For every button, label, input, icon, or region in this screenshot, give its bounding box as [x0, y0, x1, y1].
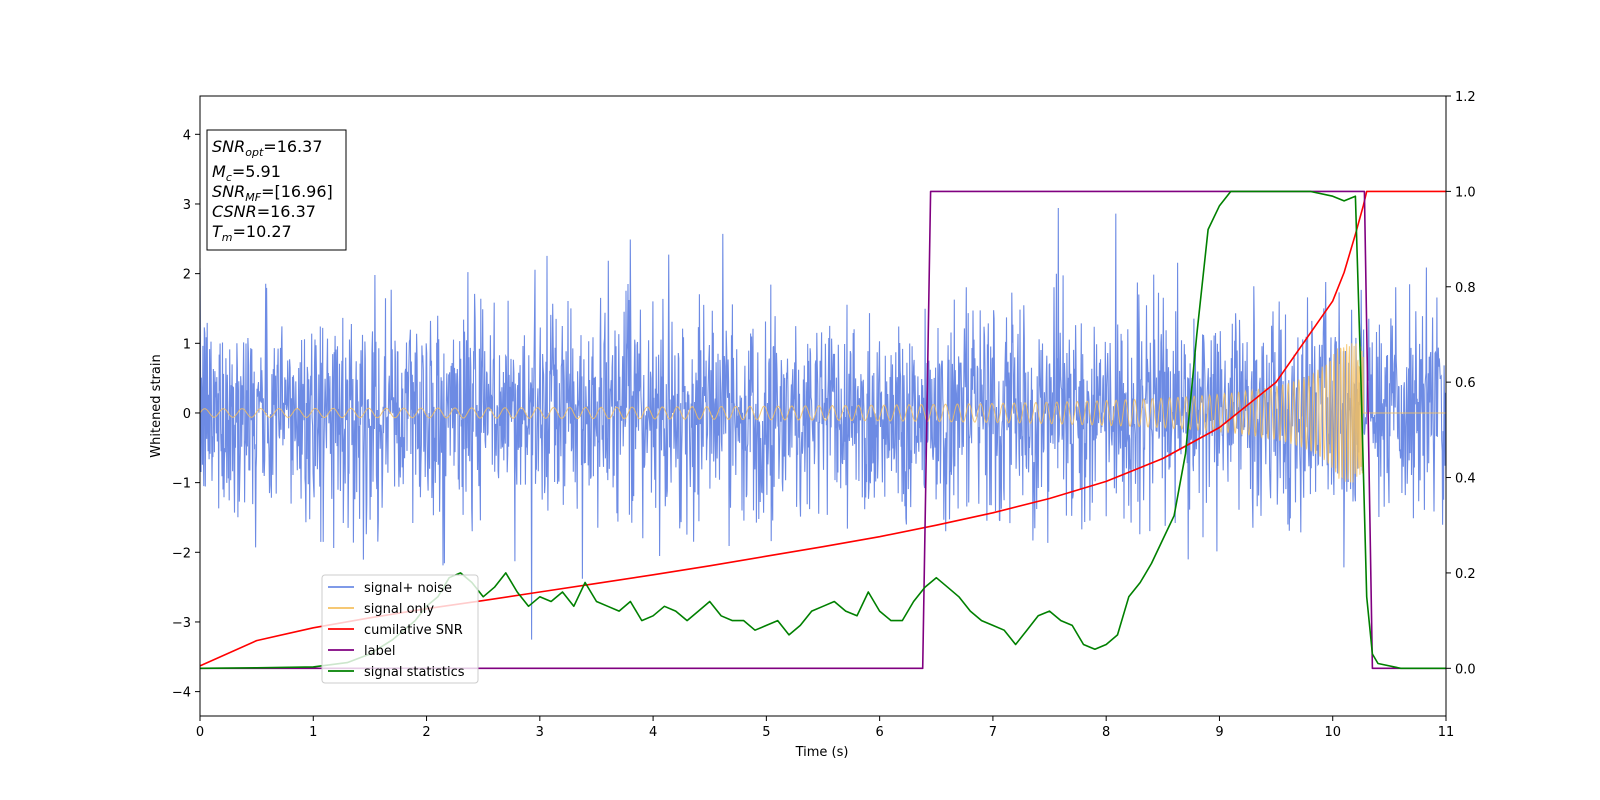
x-tick-label: 1 — [309, 725, 317, 740]
y-left-tick-label: −1 — [172, 477, 191, 492]
annotation-line: SNRopt=16.37 — [212, 137, 323, 159]
x-tick-label: 11 — [1438, 725, 1455, 740]
y-right-tick-label: 0.6 — [1455, 376, 1476, 391]
signal-noise-series — [200, 207, 1446, 640]
x-tick-label: 7 — [989, 725, 997, 740]
signal-only-line — [200, 343, 1446, 483]
legend-entry: signal only — [364, 602, 434, 617]
y-axis-title: Whitened strain — [149, 354, 164, 457]
y-left-tick-label: 0 — [183, 407, 191, 422]
annotation-line: CSNR=16.37 — [212, 202, 316, 221]
x-tick-label: 3 — [536, 725, 544, 740]
y-right-tick-label: 0.8 — [1455, 281, 1476, 296]
legend-entry: signal statistics — [364, 665, 465, 680]
y-left-tick-label: −3 — [172, 616, 191, 631]
y-right-tick-label: 1.0 — [1455, 185, 1476, 200]
x-tick-label: 9 — [1215, 725, 1223, 740]
legend-entry: signal+ noise — [364, 581, 452, 596]
y-left-axis: −4 −3 −2 −1 0 1 2 3 4 — [172, 128, 200, 701]
x-tick-label: 4 — [649, 725, 657, 740]
legend: signal+ noise signal only cumilative SNR la… — [321, 574, 479, 684]
annotation-box: SNRopt=16.37 Mc=5.91SNRMF=[16.96]CSNR=16.… — [206, 129, 347, 251]
legend-entry: cumilative SNR — [364, 623, 463, 638]
y-left-tick-label: 1 — [183, 337, 191, 352]
y-right-tick-label: 1.2 — [1455, 90, 1476, 105]
y-right-axis: 0.0 0.2 0.4 0.6 0.8 1.0 1.2 — [1446, 90, 1476, 677]
y-left-tick-label: 2 — [183, 268, 191, 283]
y-left-tick-label: 3 — [183, 198, 191, 213]
x-tick-label: 5 — [762, 725, 770, 740]
x-tick-label: 10 — [1324, 725, 1341, 740]
legend-frame — [321, 574, 479, 684]
plot-frame — [199, 95, 1447, 717]
x-axis-title: Time (s) — [795, 745, 849, 760]
y-left-tick-label: −4 — [172, 686, 191, 701]
signal-only-series — [200, 343, 1446, 483]
annotation-line: Mc=5.91 — [212, 162, 281, 184]
signal-statistics-line — [200, 190, 1446, 670]
annotation-line: SNRMF=[16.96] — [212, 182, 333, 204]
y-right-tick-label: 0.2 — [1455, 567, 1476, 582]
y-left-tick-label: 4 — [183, 128, 191, 143]
y-right-tick-label: 0.4 — [1455, 472, 1476, 487]
y-left-tick-label: −2 — [172, 546, 191, 561]
y-right-tick-label: 0.0 — [1455, 662, 1476, 677]
annotation-line: Tm=10.27 — [212, 222, 292, 244]
x-tick-label: 6 — [875, 725, 883, 740]
label-line — [200, 190, 1446, 670]
annotation-frame — [206, 129, 347, 251]
x-tick-label: 2 — [422, 725, 430, 740]
signal-noise-line — [200, 207, 1446, 640]
legend-entry: label — [364, 644, 395, 659]
x-axis: 0 1 2 3 4 5 6 7 8 9 10 11 — [196, 716, 1454, 740]
x-tick-label: 8 — [1102, 725, 1110, 740]
x-tick-label: 0 — [196, 725, 204, 740]
